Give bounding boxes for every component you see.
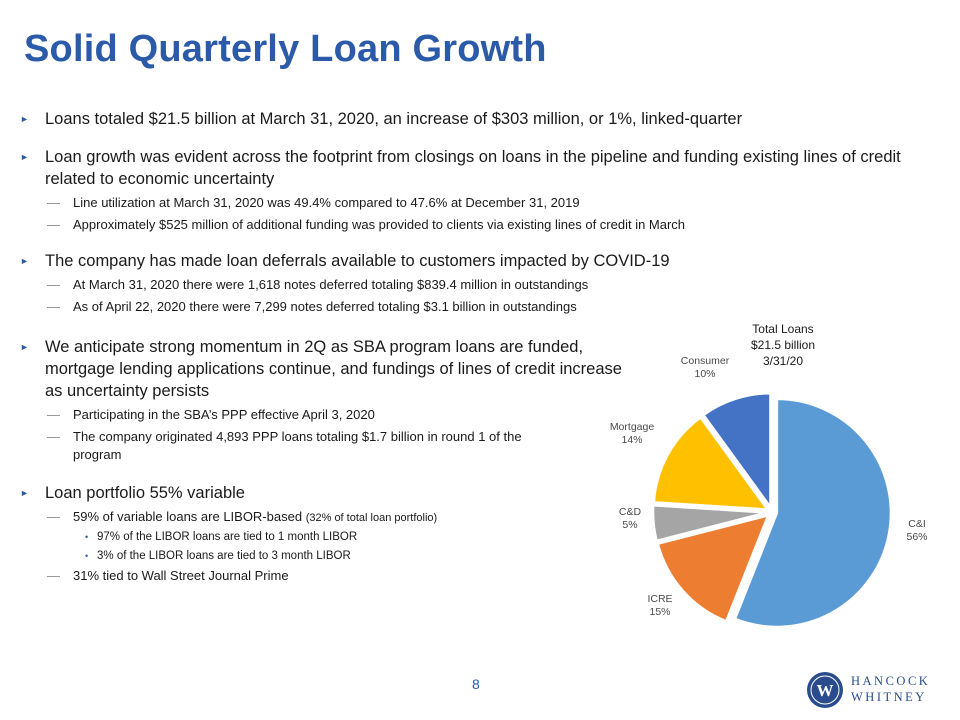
- pie-label-name: C&D: [619, 506, 642, 518]
- sub-bullet: — Line utilization at March 31, 2020 was…: [18, 194, 933, 212]
- pie-slice-consumer: [701, 391, 772, 512]
- hancock-whitney-logo: W HANCOCK WHITNEY: [805, 668, 935, 710]
- pie-label-name: ICRE: [647, 593, 672, 605]
- logo-mark-icon: W: [807, 672, 843, 708]
- sub-bullet: — Approximately $525 million of addition…: [18, 216, 933, 234]
- pie-label-value: 10%: [694, 368, 715, 380]
- arrow-bullet-icon: ►: [20, 152, 29, 162]
- sub-bullet: — 59% of variable loans are LIBOR-based …: [18, 508, 933, 527]
- pie-label-name: C&I: [908, 518, 926, 530]
- sub-bullet: — At March 31, 2020 there were 1,618 not…: [18, 276, 933, 294]
- logo-line-1: HANCOCK: [851, 674, 931, 688]
- sub-bullet-text: 59% of variable loans are LIBOR-based: [73, 509, 303, 524]
- pie-slice-mortgage: [652, 415, 771, 512]
- sub-bullet-text: As of April 22, 2020 there were 7,299 no…: [73, 299, 577, 314]
- pie-label-value: 15%: [649, 606, 670, 618]
- arrow-bullet-icon: ►: [20, 114, 29, 124]
- bullet-text: We anticipate strong momentum in 2Q as S…: [45, 338, 622, 400]
- sub-sub-bullet: • 3% of the LIBOR loans are tied to 3 mo…: [18, 548, 933, 565]
- arrow-bullet-icon: ►: [20, 256, 29, 266]
- sub-bullet-text: Participating in the SBA’s PPP effective…: [73, 407, 375, 422]
- bullet-loans-totaled: ► Loans totaled $21.5 billion at March 3…: [18, 108, 933, 130]
- pie-slice-c-i: [733, 397, 893, 629]
- pie-title-line: Total Loans: [752, 322, 813, 336]
- sub-sub-bullet-text: 97% of the LIBOR loans are tied to 1 mon…: [97, 531, 358, 543]
- dash-bullet-icon: —: [47, 217, 60, 232]
- dot-bullet-icon: •: [85, 551, 89, 561]
- arrow-bullet-icon: ►: [20, 342, 29, 352]
- dash-bullet-icon: —: [47, 407, 60, 422]
- bullet-text: Loans totaled $21.5 billion at March 31,…: [45, 110, 743, 128]
- pie-label-name: Consumer: [681, 355, 730, 367]
- bullet-text: Loan growth was evident across the footp…: [45, 148, 901, 188]
- dash-bullet-icon: —: [47, 509, 60, 524]
- bullet-variable: ► Loan portfolio 55% variable: [18, 482, 933, 504]
- dash-bullet-icon: —: [47, 299, 60, 314]
- bullet-text: The company has made loan deferrals avai…: [45, 252, 670, 270]
- page-title: Solid Quarterly Loan Growth: [24, 28, 547, 70]
- sub-bullet-note: (32% of total loan portfolio): [305, 512, 438, 524]
- dot-bullet-icon: •: [85, 532, 89, 542]
- dash-bullet-icon: —: [47, 429, 60, 444]
- dash-bullet-icon: —: [47, 195, 60, 210]
- bullet-text: Loan portfolio 55% variable: [45, 484, 245, 502]
- sub-bullet: — Participating in the SBA’s PPP effecti…: [18, 406, 543, 424]
- pie-slice-c-d: [651, 503, 768, 543]
- sub-bullet: — The company originated 4,893 PPP loans…: [18, 428, 543, 464]
- sub-bullet-text: Approximately $525 million of additional…: [73, 217, 686, 232]
- logo-mark-letter: W: [817, 681, 834, 700]
- pie-label-name: Mortgage: [610, 421, 655, 433]
- sub-bullet-text: At March 31, 2020 there were 1,618 notes…: [73, 277, 589, 292]
- sub-bullet-text: Line utilization at March 31, 2020 was 4…: [73, 195, 580, 210]
- page-number: 8: [472, 676, 480, 692]
- logo-wordmark: HANCOCK WHITNEY: [851, 673, 930, 705]
- logo-line-2: WHITNEY: [851, 690, 927, 704]
- bullet-list: ► Loans totaled $21.5 billion at March 3…: [18, 108, 933, 585]
- pie-title-line: $21.5 billion: [751, 338, 815, 352]
- pie-label-value: 56%: [906, 531, 927, 543]
- sub-bullet-text: The company originated 4,893 PPP loans t…: [73, 429, 522, 462]
- arrow-bullet-icon: ►: [20, 488, 29, 498]
- pie-label-value: 5%: [622, 519, 637, 531]
- dash-bullet-icon: —: [47, 277, 60, 292]
- pie-label-value: 14%: [621, 434, 642, 446]
- bullet-loan-growth: ► Loan growth was evident across the foo…: [18, 146, 933, 190]
- pie-slice-icre: [656, 513, 771, 623]
- bullet-deferrals: ► The company has made loan deferrals av…: [18, 250, 933, 272]
- sub-bullet: — 31% tied to Wall Street Journal Prime: [18, 567, 933, 585]
- sub-bullet: — As of April 22, 2020 there were 7,299 …: [18, 298, 933, 316]
- pie-title-line: 3/31/20: [763, 354, 803, 368]
- sub-bullet-text: 31% tied to Wall Street Journal Prime: [73, 568, 289, 583]
- sub-sub-bullet: • 97% of the LIBOR loans are tied to 1 m…: [18, 529, 933, 546]
- dash-bullet-icon: —: [47, 568, 60, 583]
- bullet-momentum: ► We anticipate strong momentum in 2Q as…: [18, 336, 640, 402]
- sub-sub-bullet-text: 3% of the LIBOR loans are tied to 3 mont…: [97, 550, 351, 562]
